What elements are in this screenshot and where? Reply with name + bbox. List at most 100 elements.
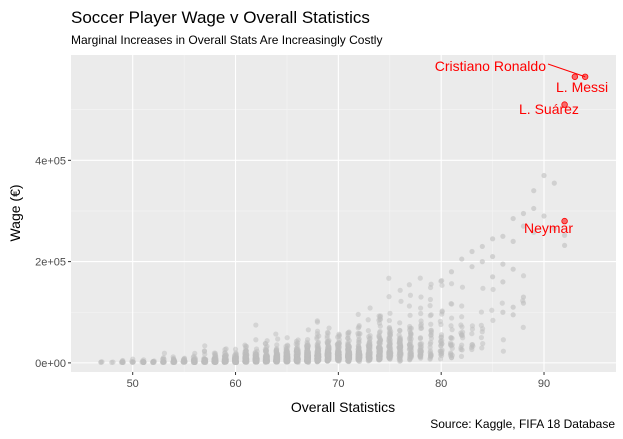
data-point (387, 326, 393, 333)
data-point (428, 339, 434, 345)
y-axis-label: Wage (€) (7, 184, 23, 241)
data-point (551, 180, 557, 186)
data-point (407, 356, 413, 362)
data-point (213, 359, 219, 365)
data-point (500, 309, 506, 315)
data-point (449, 352, 455, 358)
data-point (274, 354, 280, 361)
x-tick-label: 50 (127, 378, 139, 390)
data-point (366, 349, 372, 355)
data-point (232, 356, 238, 362)
data-point (397, 287, 403, 293)
data-point (314, 319, 321, 325)
data-point (335, 348, 341, 354)
data-point (459, 342, 465, 348)
x-tick-label: 60 (229, 378, 241, 390)
data-point (377, 323, 383, 329)
data-point (449, 315, 455, 321)
data-point (458, 353, 465, 359)
x-tick-label: 90 (538, 378, 550, 390)
data-point (469, 248, 475, 255)
data-point (397, 356, 403, 363)
data-point (459, 256, 465, 262)
data-point (449, 327, 455, 333)
data-point (489, 307, 495, 313)
data-point (406, 303, 412, 309)
data-point (284, 358, 291, 364)
data-point (407, 312, 413, 318)
x-tick-label: 80 (435, 378, 447, 390)
data-point (428, 332, 434, 338)
data-point (243, 354, 249, 360)
data-point (356, 339, 362, 345)
data-point (561, 232, 568, 238)
data-point (387, 332, 393, 338)
data-point (346, 350, 353, 356)
data-point (478, 334, 485, 341)
data-point (541, 172, 547, 179)
data-point (510, 266, 516, 272)
data-point (398, 298, 404, 304)
cristiano-ronaldo-connector (547, 63, 586, 78)
data-point (510, 215, 516, 222)
data-point (510, 238, 516, 244)
data-point (531, 205, 537, 212)
data-point (438, 334, 445, 340)
data-point (387, 310, 393, 316)
data-point (305, 327, 311, 333)
data-point (417, 352, 424, 358)
l-messi-label: L. Messi (556, 79, 608, 95)
data-point (479, 345, 485, 351)
data-point (386, 317, 392, 324)
data-point (428, 328, 434, 334)
data-point (439, 308, 445, 314)
data-point (541, 213, 547, 219)
data-point (283, 347, 289, 353)
data-point (520, 223, 527, 229)
data-point (315, 339, 322, 345)
data-point (459, 303, 465, 309)
l-suarez-label: L. Suárez (519, 101, 579, 117)
data-point (531, 188, 537, 194)
data-point (316, 357, 322, 363)
data-point (294, 342, 300, 348)
data-point (437, 318, 443, 324)
data-point (458, 322, 464, 328)
data-point (284, 335, 290, 341)
data-point (469, 331, 475, 337)
data-point (346, 344, 352, 350)
data-point (500, 337, 506, 343)
y-tick-label: 4e+05 (35, 155, 66, 167)
data-point (376, 355, 383, 362)
axes: 50 60 70 80 90 0e+00 2e+05 4e+05 (35, 155, 550, 390)
data-point (427, 303, 433, 309)
data-point (386, 294, 392, 300)
data-point (490, 274, 496, 280)
data-point (427, 313, 433, 319)
data-point (365, 328, 371, 334)
data-point (479, 243, 485, 250)
data-point (346, 329, 352, 335)
data-point (387, 350, 393, 357)
data-point (490, 286, 496, 293)
data-point (407, 292, 414, 298)
data-point (326, 351, 332, 358)
data-point (151, 359, 157, 365)
data-point (490, 253, 496, 260)
data-point (531, 229, 537, 235)
data-point (304, 352, 311, 358)
data-point (417, 342, 423, 348)
data-point (376, 340, 382, 346)
data-point (407, 350, 413, 356)
data-point (448, 323, 454, 329)
data-point (294, 357, 300, 363)
data-point (263, 352, 269, 358)
highlight-point (561, 217, 568, 225)
data-point (428, 321, 434, 327)
data-point (377, 316, 383, 322)
x-tick-label: 70 (332, 378, 344, 390)
data-point (520, 300, 527, 306)
data-point (418, 310, 424, 317)
data-point (345, 355, 352, 361)
data-point (304, 341, 311, 347)
